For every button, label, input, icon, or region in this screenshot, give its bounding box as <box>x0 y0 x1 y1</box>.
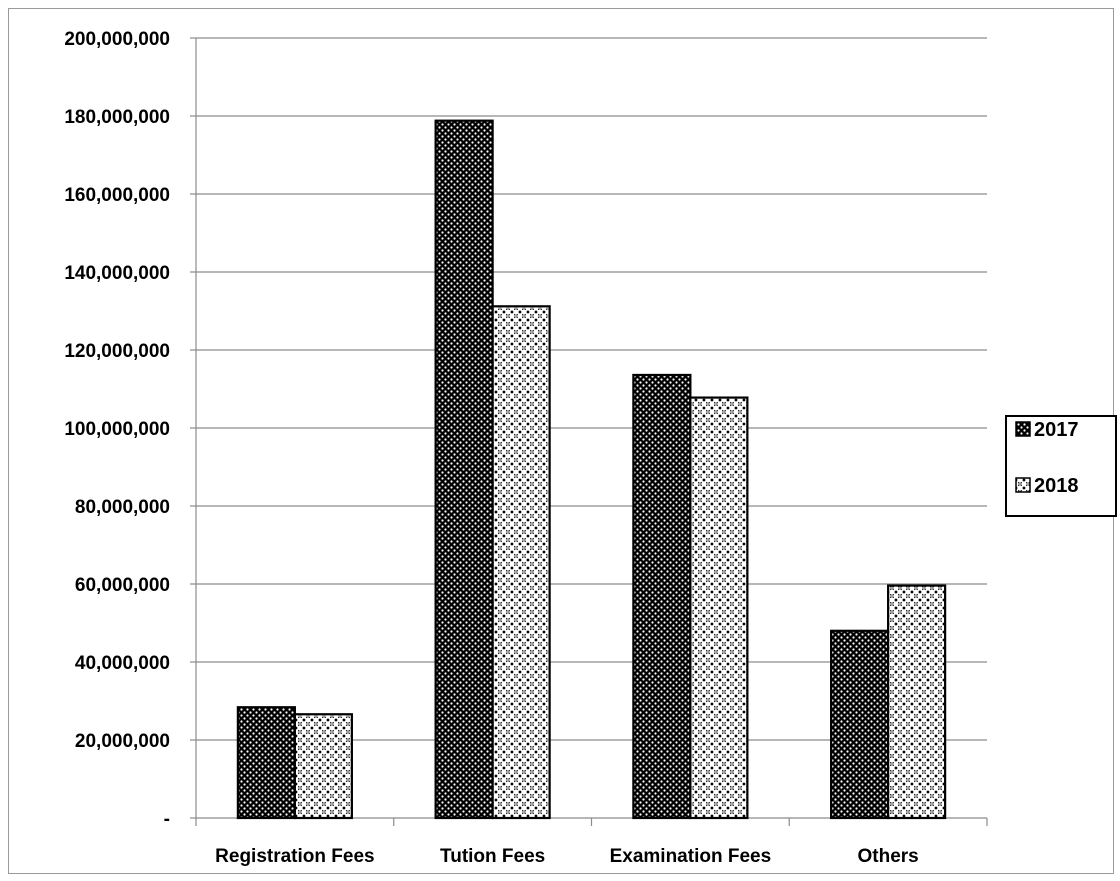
bar-2017-examination-fees <box>632 373 692 820</box>
x-tick-label: Others <box>858 846 919 867</box>
y-tick-label: 40,000,000 <box>75 653 170 674</box>
y-tick-label: 120,000,000 <box>64 341 170 362</box>
x-tick-label: Registration Fees <box>215 846 374 867</box>
legend: 2017 2018 <box>1005 415 1117 517</box>
legend-label-2018: 2018 <box>1034 475 1079 497</box>
bar-2017-others <box>830 629 890 820</box>
tick-labels: - 20,000,000 40,000,000 60,000,000 80,000,00… <box>64 29 918 867</box>
y-tick-label: 200,000,000 <box>64 29 170 50</box>
legend-label-2017: 2017 <box>1034 419 1079 441</box>
y-tick-label: 160,000,000 <box>64 185 170 206</box>
legend-item-2018: 2018 <box>1015 475 1079 497</box>
legend-swatch-2018 <box>1015 477 1031 493</box>
y-tick-label: 140,000,000 <box>64 263 170 284</box>
legend-item-2017: 2017 <box>1015 419 1079 441</box>
y-tick-label: 20,000,000 <box>75 731 170 752</box>
y-tick-label: - <box>164 809 170 830</box>
bar-2018-tution-fees <box>491 305 551 820</box>
bar-2017-tution-fees <box>434 119 494 820</box>
x-tick-label: Tution Fees <box>440 846 545 867</box>
bar-2017-registration-fees <box>236 706 296 820</box>
x-tick-label: Examination Fees <box>610 846 772 867</box>
bars <box>236 119 947 820</box>
y-tick-label: 80,000,000 <box>75 497 170 518</box>
bar-2018-registration-fees <box>293 713 353 820</box>
bar-2018-others <box>887 584 947 820</box>
bar-2018-examination-fees <box>689 396 749 820</box>
y-tick-label: 100,000,000 <box>64 419 170 440</box>
legend-swatch-2017 <box>1015 421 1031 437</box>
y-tick-label: 180,000,000 <box>64 107 170 128</box>
y-tick-label: 60,000,000 <box>75 575 170 596</box>
